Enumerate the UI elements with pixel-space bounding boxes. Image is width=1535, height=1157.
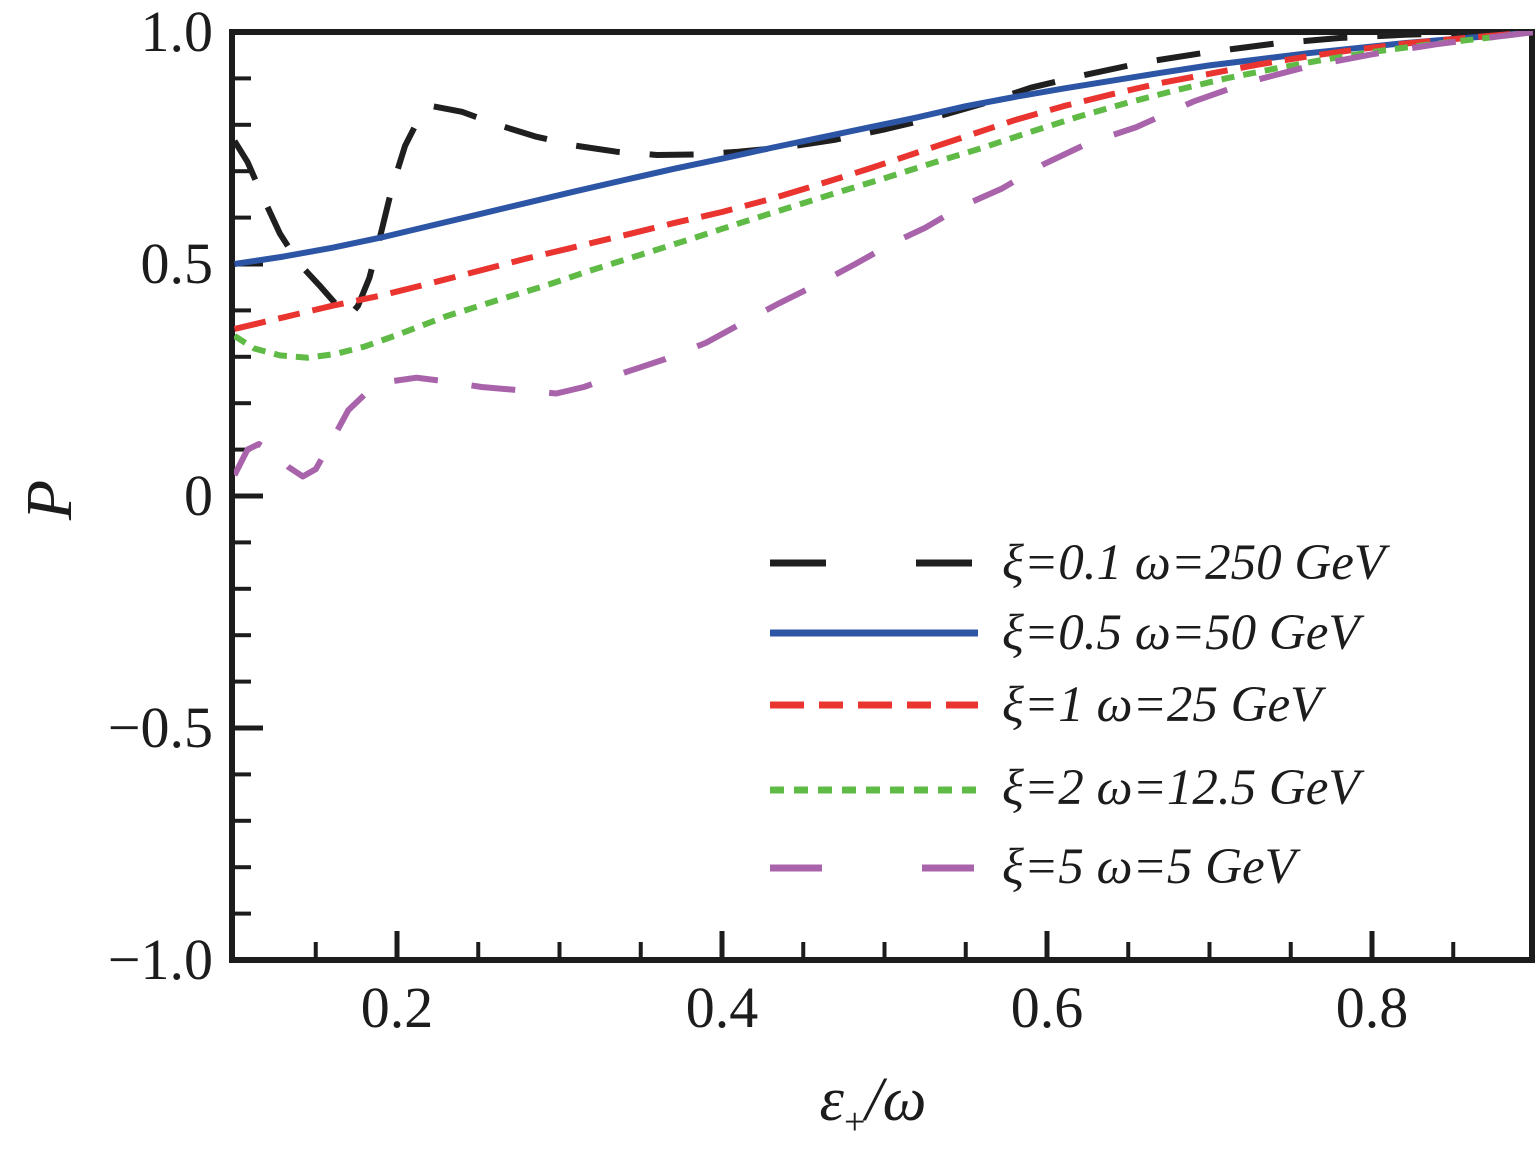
y-tick-label-0: 0 — [184, 463, 213, 528]
subscript-plus: + — [843, 1101, 866, 1143]
curve-2-dash — [234, 31, 1533, 332]
x-tick-label-0.2: 0.2 — [360, 975, 434, 1040]
x-tick-label-0.8: 0.8 — [1335, 975, 1409, 1040]
epsilon-symbol: ε — [819, 1066, 844, 1134]
legend-label-xi-2: ξ=2 ω=12.5 GeV — [1002, 760, 1360, 816]
curve-0-long-dash — [234, 31, 1533, 321]
x-tick-label-0.4: 0.4 — [685, 975, 759, 1040]
x-tick-label-0.6: 0.6 — [1010, 975, 1084, 1040]
y-tick-label-−0.5: −0.5 — [107, 695, 213, 760]
legend-label-xi-5: ξ=5 ω=5 GeV — [1002, 839, 1296, 895]
legend-label-xi-1: ξ=1 ω=25 GeV — [1002, 677, 1322, 733]
y-tick-label-1.0: 1.0 — [140, 0, 214, 64]
curve-1-solid — [234, 31, 1533, 267]
x-axis-title-epsilon-over-omega: ε+/ω — [673, 1058, 1073, 1157]
slash-omega-symbol: /ω — [865, 1066, 927, 1134]
plot-frame — [229, 29, 1535, 963]
curve-3-dot — [234, 31, 1533, 361]
legend-label-xi-0.1: ξ=0.1 ω=250 GeV — [1002, 535, 1386, 591]
legend-label-xi-0.5: ξ=0.5 ω=50 GeV — [1002, 605, 1360, 661]
curve-4-long-dash-sparse — [234, 31, 1533, 480]
y-tick-label-0.5: 0.5 — [140, 231, 214, 296]
y-tick-label-−1.0: −1.0 — [107, 927, 213, 992]
